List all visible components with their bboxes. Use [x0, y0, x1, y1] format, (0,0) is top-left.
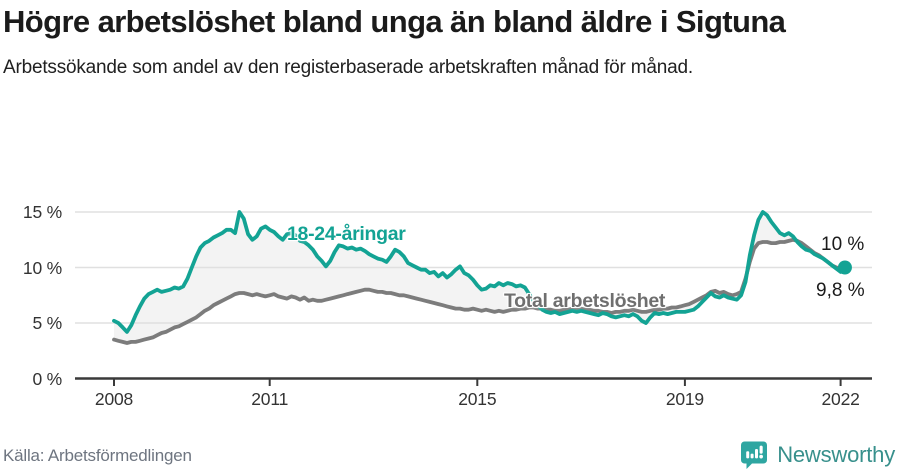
series-label-total: Total arbetslöshet	[504, 290, 666, 312]
x-axis-tick-label: 2015	[458, 389, 497, 409]
newsworthy-logo: Newsworthy	[739, 439, 895, 470]
page-title: Högre arbetslöshet bland unga än bland ä…	[3, 4, 786, 39]
chart-footer: Källa: Arbetsförmedlingen Newsworthy	[0, 434, 900, 474]
y-axis-tick-label: 10 %	[22, 257, 62, 278]
newsworthy-bar-chart-icon	[741, 441, 768, 469]
x-axis-tick-label: 2011	[251, 389, 289, 409]
y-axis-tick-label: 0 %	[32, 368, 62, 389]
newsworthy-wordmark: Newsworthy	[777, 441, 895, 467]
y-axis-tick-label: 15 %	[22, 202, 62, 222]
x-axis-tick-label: 2022	[821, 389, 860, 409]
end-value-label-youth: 10 %	[821, 234, 865, 255]
end-value-label-total: 9,8 %	[816, 280, 865, 301]
source-note: Källa: Arbetsförmedlingen	[3, 446, 192, 465]
x-axis-tick-label: 2019	[665, 389, 704, 409]
chart-header: Högre arbetslöshet bland unga än bland ä…	[3, 0, 889, 82]
x-axis-tick-label: 2008	[94, 389, 134, 409]
chart-subtitle: Arbetssökande som andel av den registerb…	[3, 56, 693, 78]
series-label-youth: 18-24-åringar	[287, 223, 406, 245]
y-axis-tick-label: 5 %	[32, 313, 62, 333]
